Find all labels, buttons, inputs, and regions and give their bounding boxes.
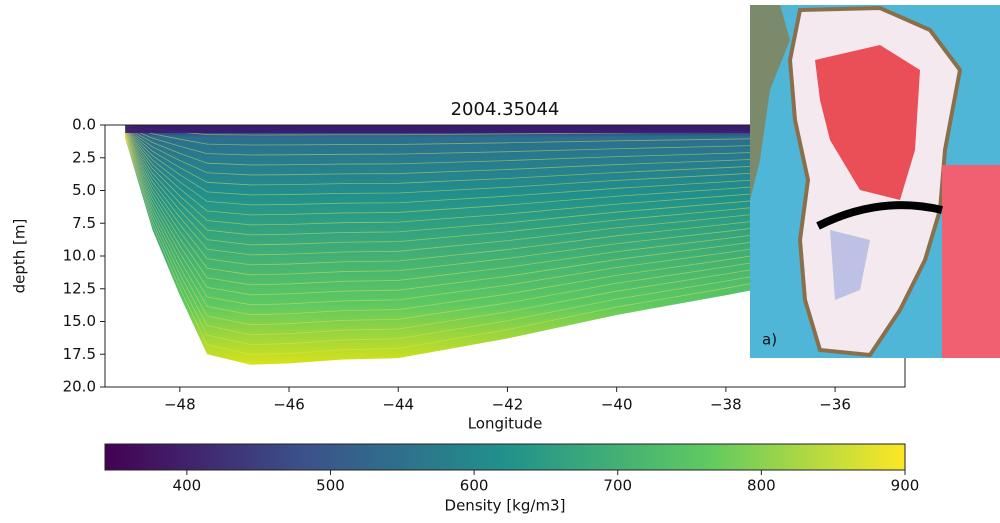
y-tick-label: 10.0: [63, 247, 96, 265]
surface-layer: [125, 125, 905, 133]
colorbar-tick-label: 800: [747, 477, 776, 495]
x-tick-label: −38: [710, 396, 742, 414]
x-tick-label: −36: [819, 396, 851, 414]
y-axis-label: depth [m]: [11, 219, 29, 294]
colorbar-tick-label: 500: [316, 477, 345, 495]
layer-line: [124, 137, 808, 356]
colorbar-tick-label: 600: [460, 477, 489, 495]
layer-line: [124, 129, 808, 216]
y-tick-label: 20.0: [63, 378, 96, 396]
layer-line: [124, 134, 808, 296]
colorbar-tick-label: 700: [603, 477, 632, 495]
x-tick-label: −42: [492, 396, 524, 414]
y-tick-label: 12.5: [63, 279, 96, 297]
x-tick-label: −48: [164, 396, 196, 414]
colorbar-tick-label: 900: [891, 477, 920, 495]
layer-line: [124, 135, 808, 316]
layer-line: [124, 134, 808, 306]
x-axis-label: Longitude: [468, 415, 543, 433]
y-tick-label: 15.0: [63, 312, 96, 330]
layer-line: [124, 133, 808, 276]
layer-line: [125, 126, 808, 156]
layer-line: [124, 135, 808, 326]
layer-line: [124, 132, 808, 266]
layer-line: [124, 130, 808, 236]
layer-line: [125, 125, 808, 146]
layer-line: [124, 130, 808, 226]
inset-label: a): [762, 331, 777, 349]
colorbar: [104, 443, 906, 471]
colorbar-label: Density [kg/m3]: [445, 497, 566, 515]
layer-line: [124, 136, 808, 346]
layer-line: [124, 131, 808, 246]
layer-line: [124, 127, 808, 186]
x-tick-label: −40: [601, 396, 633, 414]
y-tick-label: 2.5: [72, 148, 96, 166]
y-tick-label: 17.5: [63, 345, 96, 363]
layer-line: [124, 136, 808, 336]
x-tick-label: −46: [273, 396, 305, 414]
inset-map: a): [750, 5, 1000, 358]
y-tick-label: 0.0: [72, 116, 96, 134]
layer-line: [124, 129, 808, 206]
plot-area: [124, 125, 905, 365]
layer-line: [124, 133, 808, 286]
chart-title: 2004.35044: [451, 99, 560, 120]
layer-line: [125, 126, 808, 166]
y-tick-label: 7.5: [72, 214, 96, 232]
layer-line: [124, 127, 808, 176]
layer-line: [124, 128, 808, 196]
y-tick-label: 5.0: [72, 181, 96, 199]
x-tick-label: −44: [382, 396, 414, 414]
layer-line: [124, 131, 808, 256]
colorbar-tick-label: 400: [173, 477, 202, 495]
